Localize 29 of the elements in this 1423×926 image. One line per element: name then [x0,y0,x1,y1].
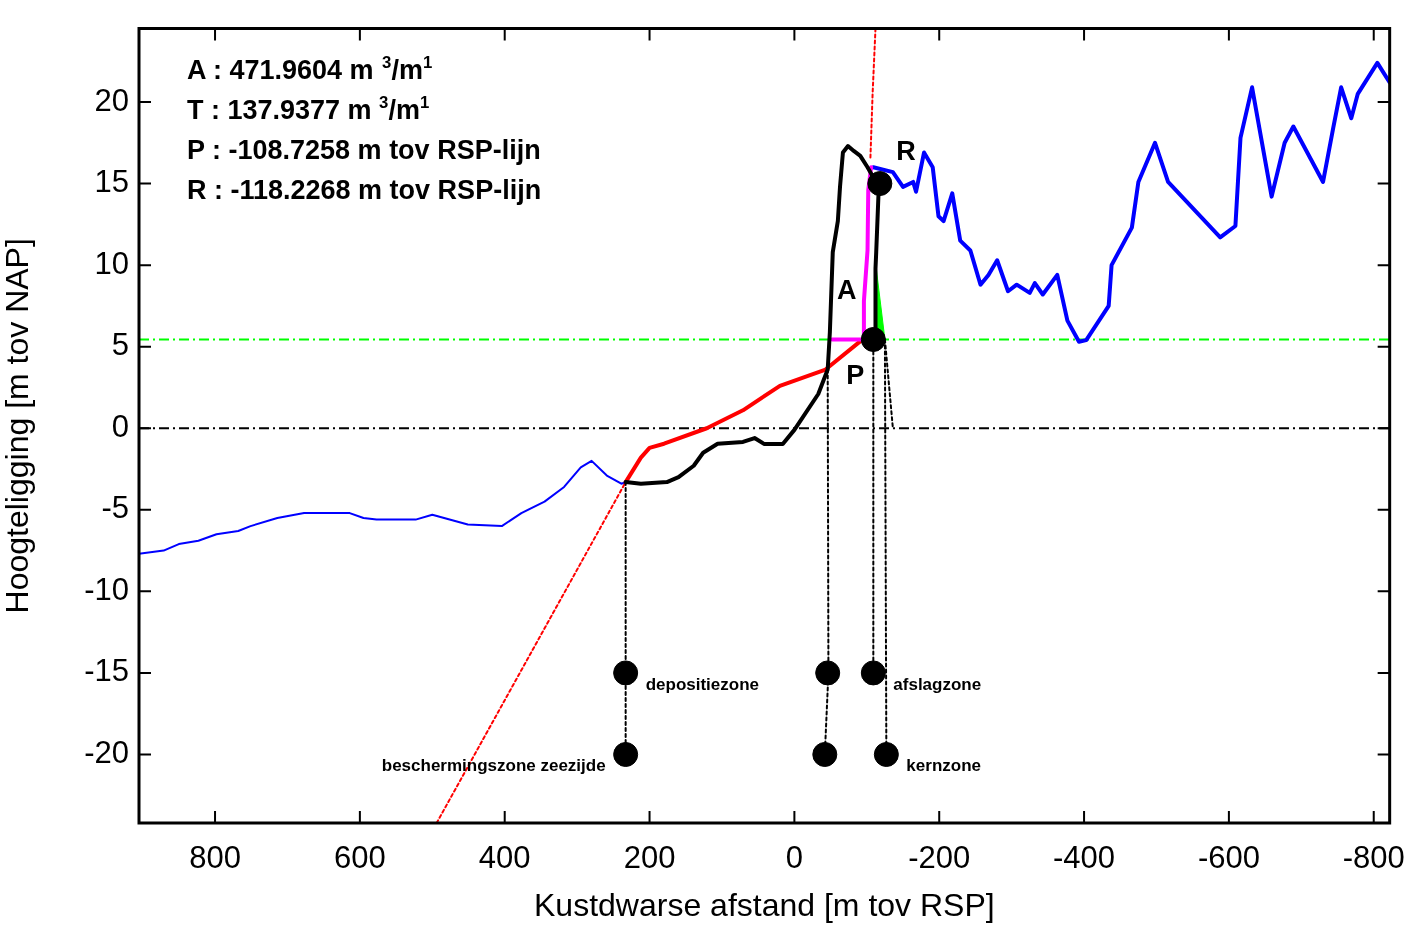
annotation: A [836,274,857,305]
x-tick-label: 800 [189,840,241,876]
y-tick-label: -20 [84,735,129,771]
annotation: R [896,136,916,167]
y-tick-label: 15 [94,164,129,200]
y-tick-label: 5 [111,327,129,363]
x-tick-label: -200 [908,840,971,876]
x-tick-label: -600 [1197,840,1260,876]
y-tick-label: -10 [84,571,129,607]
y-tick-label: 0 [111,408,129,444]
x-tick-label: -400 [1053,840,1116,876]
y-axis-title: Hoogteligging [m tov NAP] [0,238,36,614]
x-tick-label: 0 [785,840,804,876]
annotation: depositiezone [645,674,760,694]
x-axis-title: Kustdwarse afstand [m tov RSP] [534,886,995,923]
annotation: kernzone [906,756,981,776]
y-tick-label: -15 [84,653,129,689]
annotation: R : -118.2268 m tov RSP-lijn [187,174,542,205]
x-tick-label: 600 [334,840,386,876]
y-tick-label: -5 [101,490,129,526]
x-tick-label: 400 [478,840,531,876]
annotation: beschermingszone zeezijde [381,756,606,776]
y-tick-label: 20 [94,82,129,118]
annotation: afslagzone [893,674,982,694]
annotation: P : -108.7258 m tov RSP-lijn [187,134,541,165]
x-tick-label: -800 [1342,840,1405,876]
x-tick-label: 200 [623,840,676,876]
y-tick-label: 10 [94,245,129,281]
annotation: P [846,359,865,390]
